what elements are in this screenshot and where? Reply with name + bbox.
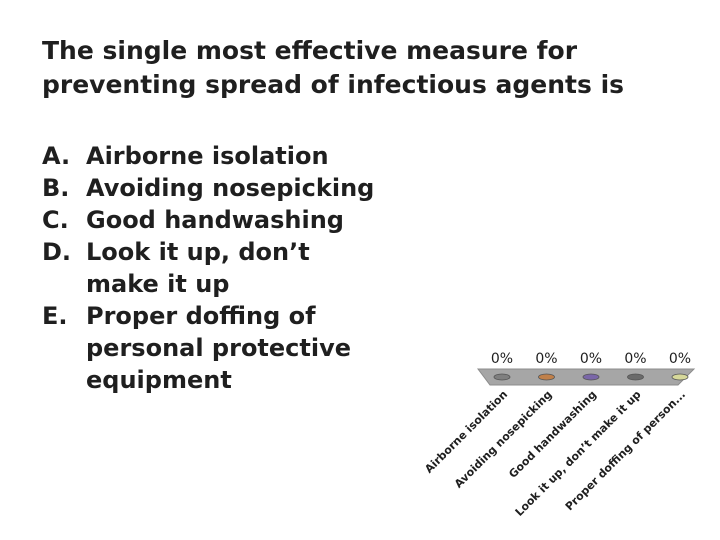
chart-bar-base [627, 373, 644, 381]
answer-option-a: A. Airborne isolation [42, 140, 402, 172]
chart-value-label: 0% [580, 351, 602, 367]
chart-category-label: Good handwashing [506, 388, 599, 481]
answer-option-d: D. Look it up, don’t make it up [42, 236, 402, 300]
chart-bar-base [538, 373, 555, 381]
answer-options-list: A. Airborne isolation B. Avoiding nosepi… [42, 140, 402, 396]
answer-option-c: C. Good handwashing [42, 204, 402, 236]
chart-bar-base [493, 373, 511, 381]
option-letter: B. [42, 174, 70, 202]
option-letter: A. [42, 142, 71, 170]
chart-category-label: Airborne isolation [422, 388, 510, 476]
chart-value-label: 0% [535, 351, 557, 367]
answer-option-e: E. Proper doffing of personal protective… [42, 300, 402, 396]
chart-bar-base [582, 373, 600, 381]
chart-value-label: 0% [669, 351, 691, 367]
chart-value-label: 0% [491, 351, 513, 367]
answer-option-b: B. Avoiding nosepicking [42, 172, 402, 204]
option-letter: E. [42, 302, 68, 330]
option-text: Good handwashing [86, 206, 344, 234]
option-text: Proper doffing of personal protective eq… [86, 302, 352, 394]
question-title-line1: The single most effective measure for [42, 36, 578, 65]
question-title: The single most effective measure for pr… [42, 34, 702, 102]
chart-value-label: 0% [624, 351, 646, 367]
option-text: Airborne isolation [86, 142, 329, 170]
option-text: Look it up, don’t make it up [86, 238, 310, 298]
option-text: Avoiding nosepicking [86, 174, 375, 202]
chart-bar-base [671, 373, 689, 381]
option-letter: C. [42, 206, 69, 234]
question-title-line2: preventing spread of infectious agents i… [42, 70, 625, 99]
option-letter: D. [42, 238, 72, 266]
